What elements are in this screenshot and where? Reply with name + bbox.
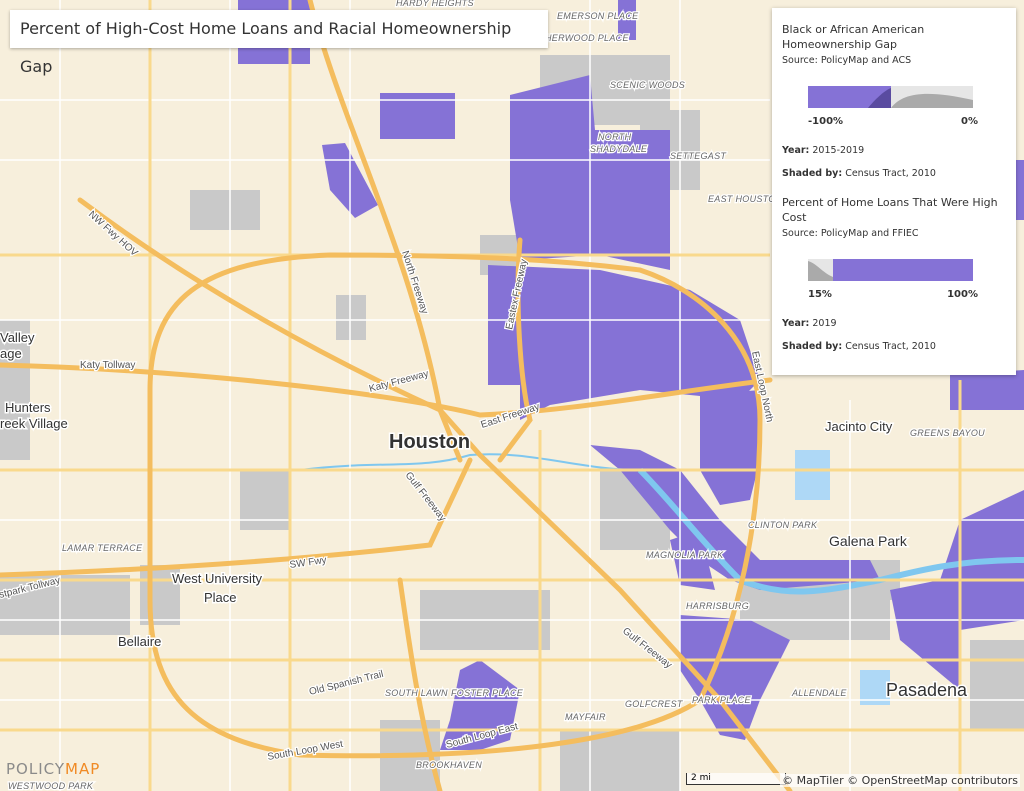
place-label: Hunters bbox=[5, 400, 51, 415]
place-label: reek Village bbox=[0, 416, 68, 431]
logo-text: POLICY bbox=[6, 760, 66, 778]
year-label: Year: bbox=[782, 318, 810, 329]
attribution[interactable]: © MapTiler © OpenStreetMap contributors bbox=[780, 774, 1020, 787]
legend-histogram bbox=[808, 259, 973, 281]
neighborhood-label: EAST HOUSTO bbox=[708, 194, 776, 204]
neighborhood-label: ALLENDALE bbox=[791, 688, 847, 698]
neighborhood-label: SETTEGAST bbox=[670, 151, 727, 161]
scale-bar: 2 mi bbox=[686, 773, 786, 785]
legend-title: Percent of Home Loans That Were High Cos… bbox=[782, 196, 998, 224]
legend-histogram bbox=[808, 86, 973, 108]
neighborhood-label: SHADYDALE bbox=[590, 144, 648, 154]
neighborhood-label: SOUTH LAWN bbox=[385, 688, 448, 698]
place-label: Valley bbox=[0, 330, 35, 345]
place-label: Jacinto City bbox=[825, 419, 893, 434]
logo: POLICYMAP bbox=[6, 760, 100, 778]
shaded: Census Tract, 2010 bbox=[845, 341, 936, 352]
legend-min: -100% bbox=[808, 116, 844, 127]
map-title: Percent of High-Cost Home Loans and Raci… bbox=[10, 10, 548, 76]
legend-max: 100% bbox=[947, 289, 978, 300]
neighborhood-label: PARK PLACE bbox=[692, 695, 752, 705]
neighborhood-label: GREENS BAYOU bbox=[910, 428, 985, 438]
legend-min: 15% bbox=[808, 289, 832, 300]
road-label: NW Fwy HOV bbox=[86, 209, 140, 259]
place-labels: Houston Jacinto City Galena Park Pasaden… bbox=[0, 329, 970, 702]
legend-max: 0% bbox=[961, 116, 978, 127]
legend-source: Source: PolicyMap and ACS bbox=[782, 55, 912, 66]
neighborhood-label: SCENIC WOODS bbox=[610, 80, 685, 90]
year-label: Year: bbox=[782, 145, 810, 156]
place-label: Galena Park bbox=[829, 533, 908, 549]
place-label: Houston bbox=[389, 431, 470, 453]
water bbox=[299, 450, 1024, 705]
neighborhood-labels: HARDY HEIGHTS EMERSON PLACE HERWOOD PLAC… bbox=[7, 0, 986, 791]
shaded-label: Shaded by: bbox=[782, 168, 843, 179]
place-label: age bbox=[0, 346, 22, 361]
year: 2015-2019 bbox=[812, 145, 865, 156]
place-label: West University bbox=[172, 571, 263, 586]
neighborhood-label: HERWOOD PLACE bbox=[545, 33, 629, 43]
neighborhood-label: NORTH bbox=[598, 132, 632, 142]
neighborhood-label: HARRISBURG bbox=[686, 601, 749, 611]
legend-title: Black or African American Homeownership … bbox=[782, 23, 925, 51]
neighborhood-label: CLINTON PARK bbox=[748, 520, 818, 530]
neighborhood-label: HARDY HEIGHTS bbox=[396, 0, 474, 8]
shaded: Census Tract, 2010 bbox=[845, 168, 936, 179]
road-label: Gulf Freeway bbox=[403, 470, 448, 524]
histogram bbox=[808, 86, 973, 108]
place-label: Place bbox=[204, 590, 237, 605]
road-label: Katy Tollway bbox=[80, 360, 135, 371]
neighborhood-label: GOLFCREST bbox=[625, 699, 684, 709]
legend-source: Source: PolicyMap and FFIEC bbox=[782, 228, 919, 239]
road-label: Gulf Freeway bbox=[620, 626, 674, 671]
histogram bbox=[808, 259, 973, 281]
legend-panel: Black or African American Homeownership … bbox=[772, 8, 1016, 375]
logo-text: MAP bbox=[65, 760, 101, 778]
shaded-label: Shaded by: bbox=[782, 341, 843, 352]
neighborhood-label: FOSTER PLACE bbox=[451, 688, 524, 698]
neighborhood-label: LAMAR TERRACE bbox=[62, 543, 143, 553]
place-label: Bellaire bbox=[118, 634, 161, 649]
road-label: Old Spanish Trail bbox=[308, 669, 385, 698]
place-label: Pasadena bbox=[886, 680, 968, 700]
road-label: South Loop West bbox=[267, 739, 344, 763]
year: 2019 bbox=[812, 318, 837, 329]
neighborhood-label: EMERSON PLACE bbox=[557, 11, 639, 21]
neighborhood-label: WESTWOOD PARK bbox=[8, 781, 94, 791]
neighborhood-label: MAYFAIR bbox=[565, 712, 606, 722]
neighborhood-label: MAGNOLIA PARK bbox=[646, 550, 724, 560]
neighborhood-label: BROOKHAVEN bbox=[416, 760, 482, 770]
